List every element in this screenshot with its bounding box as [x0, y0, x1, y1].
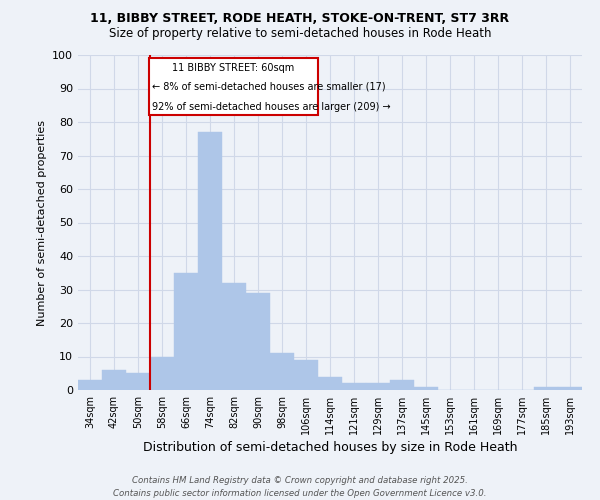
- Bar: [126, 373, 150, 390]
- Text: 11, BIBBY STREET, RODE HEATH, STOKE-ON-TRENT, ST7 3RR: 11, BIBBY STREET, RODE HEATH, STOKE-ON-T…: [91, 12, 509, 26]
- Bar: [270, 353, 294, 390]
- Bar: [174, 273, 198, 390]
- Y-axis label: Number of semi-detached properties: Number of semi-detached properties: [37, 120, 47, 326]
- Bar: [149, 58, 318, 116]
- Bar: [78, 380, 102, 390]
- Bar: [390, 380, 414, 390]
- Text: Contains HM Land Registry data © Crown copyright and database right 2025.
Contai: Contains HM Land Registry data © Crown c…: [113, 476, 487, 498]
- Bar: [318, 376, 342, 390]
- Bar: [534, 386, 558, 390]
- Bar: [366, 384, 390, 390]
- Bar: [342, 384, 366, 390]
- Bar: [414, 386, 438, 390]
- Text: 92% of semi-detached houses are larger (209) →: 92% of semi-detached houses are larger (…: [152, 102, 391, 112]
- Bar: [558, 386, 582, 390]
- Bar: [294, 360, 318, 390]
- Text: 11 BIBBY STREET: 60sqm: 11 BIBBY STREET: 60sqm: [172, 64, 295, 74]
- Text: Size of property relative to semi-detached houses in Rode Heath: Size of property relative to semi-detach…: [109, 28, 491, 40]
- Bar: [222, 283, 246, 390]
- Bar: [246, 293, 270, 390]
- Bar: [150, 356, 174, 390]
- Text: ← 8% of semi-detached houses are smaller (17): ← 8% of semi-detached houses are smaller…: [152, 82, 386, 92]
- Bar: [102, 370, 126, 390]
- Bar: [198, 132, 222, 390]
- X-axis label: Distribution of semi-detached houses by size in Rode Heath: Distribution of semi-detached houses by …: [143, 441, 517, 454]
